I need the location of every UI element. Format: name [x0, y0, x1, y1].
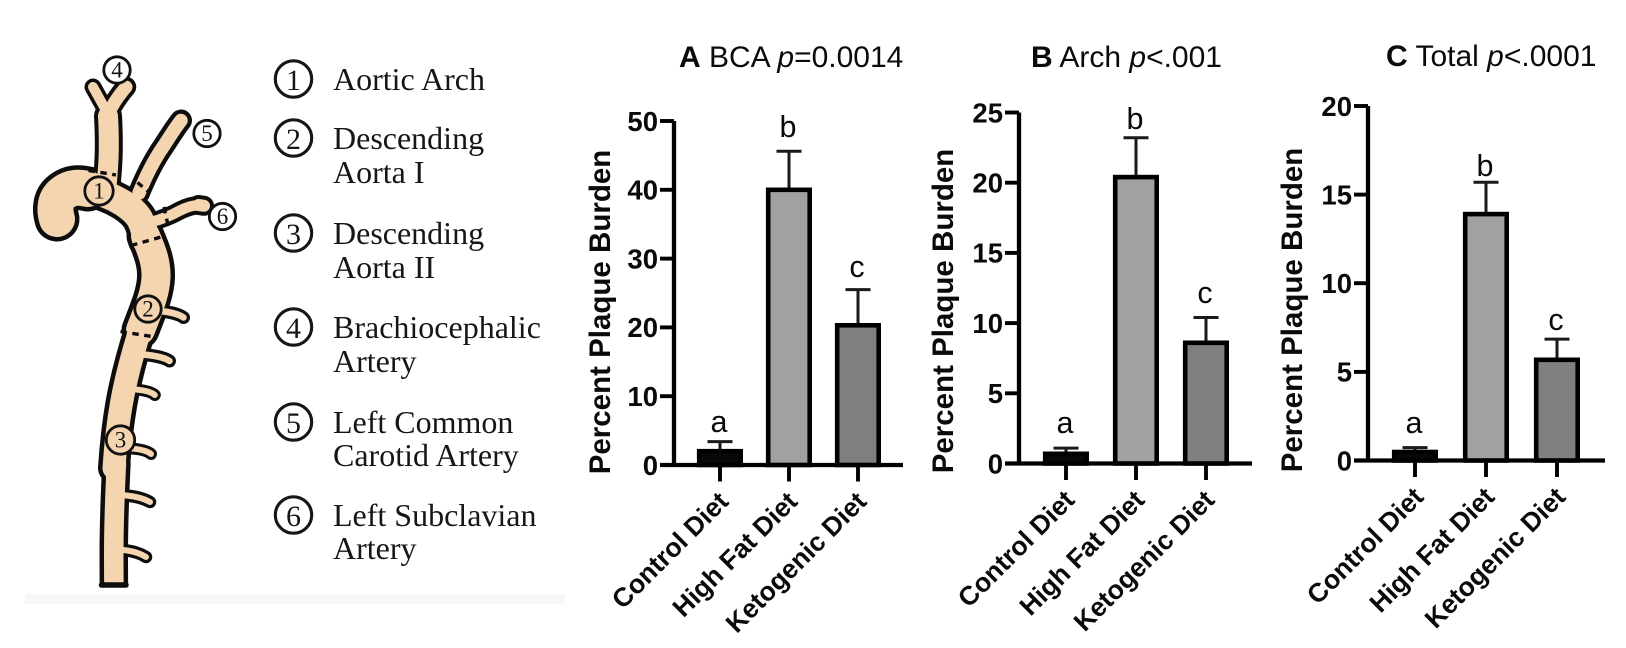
svg-text:Artery: Artery	[333, 530, 417, 566]
svg-text:c: c	[1548, 303, 1563, 337]
svg-text:Descending: Descending	[333, 215, 484, 251]
svg-text:0: 0	[1337, 445, 1352, 476]
svg-text:b: b	[780, 110, 797, 144]
svg-text:a: a	[711, 405, 728, 439]
svg-text:c: c	[849, 250, 864, 284]
svg-text:b: b	[1127, 102, 1144, 136]
svg-text:1: 1	[286, 64, 301, 97]
svg-text:Descending: Descending	[333, 120, 484, 156]
svg-text:Brachiocephalic: Brachiocephalic	[333, 309, 541, 345]
svg-text:0: 0	[988, 448, 1003, 479]
svg-text:3: 3	[115, 428, 127, 453]
svg-text:Aortic Arch: Aortic Arch	[333, 61, 485, 97]
svg-text:40: 40	[627, 175, 658, 206]
svg-text:20: 20	[972, 168, 1003, 199]
svg-text:2: 2	[142, 297, 154, 322]
svg-text:Percent Plaque Burden: Percent Plaque Burden	[1276, 148, 1309, 473]
svg-text:25: 25	[972, 97, 1003, 128]
svg-text:a: a	[1406, 406, 1423, 440]
svg-text:Percent Plaque Burden: Percent Plaque Burden	[927, 149, 960, 474]
svg-text:High Fat Diet: High Fat Diet	[1363, 481, 1500, 618]
svg-text:5: 5	[201, 121, 213, 146]
svg-text:10: 10	[627, 381, 658, 412]
svg-text:C Total p<.0001: C Total p<.0001	[1386, 40, 1596, 73]
svg-text:3: 3	[286, 218, 301, 251]
svg-text:a: a	[1057, 406, 1074, 440]
svg-text:Aorta II: Aorta II	[333, 249, 435, 285]
svg-text:15: 15	[1321, 179, 1352, 210]
svg-text:A BCA p=0.0014: A BCA p=0.0014	[679, 41, 903, 74]
svg-text:5: 5	[1337, 357, 1352, 388]
svg-text:1: 1	[93, 179, 105, 204]
svg-text:4: 4	[111, 58, 123, 83]
svg-text:Left Subclavian: Left Subclavian	[333, 497, 536, 533]
svg-text:20: 20	[627, 312, 658, 343]
svg-text:50: 50	[627, 106, 658, 137]
svg-text:Carotid Artery: Carotid Artery	[333, 437, 519, 473]
svg-text:4: 4	[286, 312, 301, 345]
svg-text:Left Common: Left Common	[333, 404, 513, 440]
svg-text:6: 6	[217, 204, 229, 229]
svg-text:Percent Plaque Burden: Percent Plaque Burden	[584, 150, 617, 475]
svg-text:10: 10	[972, 308, 1003, 339]
svg-text:30: 30	[627, 243, 658, 274]
svg-text:20: 20	[1321, 91, 1352, 122]
svg-text:5: 5	[286, 407, 301, 440]
svg-text:5: 5	[988, 378, 1003, 409]
svg-text:c: c	[1197, 276, 1212, 310]
svg-text:Artery: Artery	[333, 343, 417, 379]
svg-text:b: b	[1477, 149, 1494, 183]
svg-text:10: 10	[1321, 268, 1352, 299]
svg-text:15: 15	[972, 238, 1003, 269]
svg-text:6: 6	[286, 500, 301, 533]
svg-text:B Arch p<.001: B Arch p<.001	[1031, 41, 1222, 74]
svg-text:2: 2	[286, 123, 301, 156]
svg-text:0: 0	[643, 450, 658, 481]
svg-text:Aorta I: Aorta I	[333, 154, 425, 190]
